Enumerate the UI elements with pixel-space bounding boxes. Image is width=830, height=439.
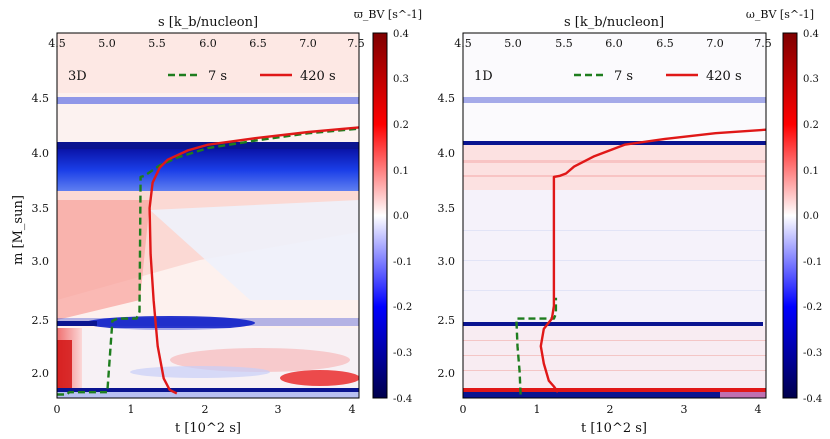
colorbar-tick-label: 0.4 bbox=[393, 29, 409, 40]
top-ticks-1d: 4.5 5.0 5.5 6.0 6.5 7.0 7.5 bbox=[454, 37, 772, 50]
colorbar-tick-label: 0.1 bbox=[803, 166, 819, 177]
colorbar-tick-label: -0.1 bbox=[393, 257, 412, 268]
x-axis-label-3d: t [10^2 s] bbox=[175, 421, 241, 436]
colorbar-tick-label: 0.3 bbox=[803, 74, 819, 85]
x-ticks-3d: 0 1 2 3 4 bbox=[54, 403, 356, 416]
top-tick-label: 7.0 bbox=[299, 37, 317, 50]
heatmap-1d bbox=[463, 33, 766, 398]
y-tick-label: 2.5 bbox=[438, 314, 456, 327]
legend-3d: 7 s 420 s bbox=[168, 69, 336, 84]
colorbar-tick-label: 0.2 bbox=[803, 120, 819, 131]
colorbar-ticks-3d: 0.4 0.3 0.2 0.1 0.0 -0.1 -0.2 -0.3 -0.4 bbox=[393, 29, 412, 405]
x-tick-label: 4 bbox=[349, 403, 356, 416]
entropy-profile-7s bbox=[515, 297, 558, 395]
panel-1d: 1D 7 s 420 s 0 1 2 3 4 t [10^2 s] 4.5 5.… bbox=[438, 8, 823, 436]
top-tick-label: 4.5 bbox=[454, 37, 472, 50]
x-axis-label-1d: t [10^2 s] bbox=[581, 421, 647, 436]
entropy-profiles-1d bbox=[515, 128, 766, 395]
y-tick-label: 2.0 bbox=[438, 367, 456, 380]
colorbar-1d bbox=[782, 32, 798, 399]
colorbar-tick-label: -0.4 bbox=[803, 394, 822, 405]
colorbar-tick-label: -0.3 bbox=[803, 348, 822, 359]
y-tick-label: 4.5 bbox=[32, 92, 50, 105]
panel-3d: 3D 7 s 420 s 0 1 2 3 4 t [10^2 s] 4.5 5.… bbox=[11, 8, 422, 436]
y-tick-label: 3.0 bbox=[438, 255, 456, 268]
y-tick-label: 4.0 bbox=[32, 147, 50, 160]
colorbar-tick-label: -0.2 bbox=[393, 302, 412, 313]
y-tick-label: 3.0 bbox=[32, 255, 50, 268]
entropy-profile-420s bbox=[148, 126, 359, 395]
top-axis-label-1d: s [k_b/nucleon] bbox=[564, 15, 664, 30]
plot-frame-3d bbox=[56, 32, 360, 399]
legend-label-7s: 7 s bbox=[614, 69, 633, 84]
y-tick-label: 4.5 bbox=[438, 92, 456, 105]
x-tick-label: 4 bbox=[755, 403, 762, 416]
entropy-profile-420s bbox=[539, 128, 766, 393]
x-tick-label: 1 bbox=[128, 403, 135, 416]
x-tick-label: 0 bbox=[460, 403, 467, 416]
legend-label-420s: 420 s bbox=[300, 69, 336, 84]
colorbar-tick-label: 0.4 bbox=[803, 29, 819, 40]
top-tick-label: 5.5 bbox=[148, 37, 166, 50]
x-tick-label: 3 bbox=[275, 403, 282, 416]
legend-label-7s: 7 s bbox=[208, 69, 227, 84]
colorbar-tick-label: -0.2 bbox=[803, 302, 822, 313]
y-axis-label-3d: m [M_sun] bbox=[11, 195, 26, 265]
colorbar-tick-label: 0.0 bbox=[393, 211, 409, 222]
colorbar-tick-label: 0.2 bbox=[393, 120, 409, 131]
y-ticks-3d: 2.0 2.5 3.0 3.5 4.0 4.5 bbox=[32, 92, 50, 380]
top-axis-label-3d: s [k_b/nucleon] bbox=[158, 15, 258, 30]
top-tick-label: 4.5 bbox=[48, 37, 66, 50]
colorbar-label-1d: ω_BV [s^-1] bbox=[746, 8, 814, 21]
colorbar-tick-label: -0.1 bbox=[803, 257, 822, 268]
colorbar-tick-label: 0.1 bbox=[393, 166, 409, 177]
panel-label-3d: 3D bbox=[68, 69, 87, 84]
x-tick-label: 1 bbox=[534, 403, 541, 416]
y-ticks-1d: 2.0 2.5 3.0 3.5 4.0 4.5 bbox=[438, 92, 456, 380]
entropy-profiles-3d bbox=[57, 126, 359, 396]
colorbar-3d bbox=[372, 32, 388, 399]
plot-frame-1d bbox=[462, 32, 767, 399]
top-tick-label: 6.0 bbox=[199, 37, 217, 50]
colorbar-tick-label: -0.3 bbox=[393, 348, 412, 359]
legend-1d: 7 s 420 s bbox=[574, 69, 742, 84]
colorbar-label-3d: ϖ_BV [s^-1] bbox=[354, 8, 422, 21]
x-tick-label: 0 bbox=[54, 403, 61, 416]
heatmap-3d bbox=[57, 33, 359, 398]
colorbar-ticks-1d: 0.4 0.3 0.2 0.1 0.0 -0.1 -0.2 -0.3 -0.4 bbox=[803, 29, 822, 405]
y-tick-label: 3.5 bbox=[32, 202, 50, 215]
legend-label-420s: 420 s bbox=[706, 69, 742, 84]
x-tick-label: 2 bbox=[202, 403, 209, 416]
y-tick-label: 2.5 bbox=[32, 314, 50, 327]
top-tick-label: 5.0 bbox=[504, 37, 522, 50]
top-tick-label: 7.5 bbox=[347, 37, 365, 50]
y-tick-label: 3.5 bbox=[438, 202, 456, 215]
colorbar-tick-label: 0.0 bbox=[803, 211, 819, 222]
top-tick-label: 6.0 bbox=[605, 37, 623, 50]
top-tick-label: 6.5 bbox=[656, 37, 674, 50]
x-tick-label: 3 bbox=[681, 403, 688, 416]
top-tick-label: 6.5 bbox=[249, 37, 267, 50]
panel-label-1d: 1D bbox=[474, 69, 493, 84]
top-ticks-3d: 4.5 5.0 5.5 6.0 6.5 7.0 7.5 bbox=[48, 37, 365, 50]
x-ticks-1d: 0 1 2 3 4 bbox=[460, 403, 762, 416]
entropy-profile-7s bbox=[57, 127, 359, 396]
top-tick-label: 7.5 bbox=[754, 37, 772, 50]
y-tick-label: 4.0 bbox=[438, 147, 456, 160]
colorbar-tick-label: -0.4 bbox=[393, 394, 412, 405]
x-tick-label: 2 bbox=[607, 403, 614, 416]
y-tick-label: 2.0 bbox=[32, 367, 50, 380]
top-tick-label: 7.0 bbox=[706, 37, 724, 50]
top-tick-label: 5.0 bbox=[98, 37, 116, 50]
top-tick-label: 5.5 bbox=[555, 37, 573, 50]
colorbar-tick-label: 0.3 bbox=[393, 74, 409, 85]
